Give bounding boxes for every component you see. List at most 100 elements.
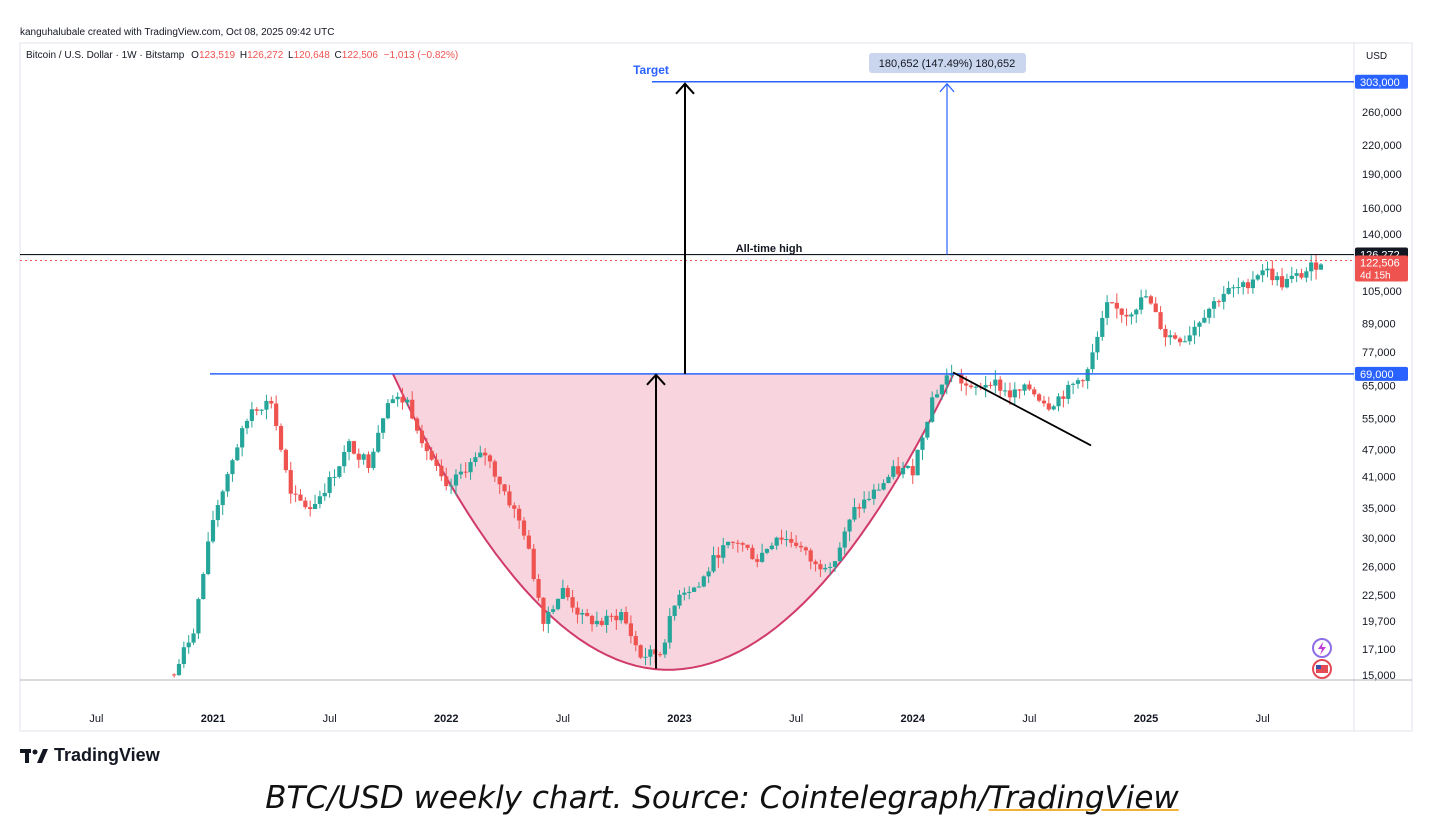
candle-body bbox=[760, 552, 765, 562]
y-tick-label: 65,000 bbox=[1362, 381, 1396, 393]
candle-body bbox=[283, 449, 288, 471]
candle-body bbox=[1309, 262, 1314, 272]
candle-body bbox=[1202, 317, 1207, 323]
candle-body bbox=[755, 559, 760, 562]
caption: BTC/USD weekly chart. Source: Cointelegr… bbox=[0, 780, 1444, 816]
low-value: 120,648 bbox=[293, 50, 330, 61]
candle-body bbox=[701, 576, 706, 587]
caption-source-link[interactable]: TradingView bbox=[988, 780, 1179, 816]
candle-body bbox=[351, 441, 357, 454]
tradingview-logo[interactable]: TradingView bbox=[20, 745, 160, 766]
candle-body bbox=[390, 399, 395, 404]
candle-body bbox=[492, 461, 497, 477]
change-value: −1,013 (−0.82%) bbox=[383, 50, 459, 61]
us-flag-icon-canton bbox=[1316, 665, 1321, 669]
candle-body bbox=[687, 591, 692, 593]
candle-body bbox=[706, 571, 711, 577]
creator-line: kanguhalubale created with TradingView.c… bbox=[20, 27, 335, 38]
candle-body bbox=[696, 586, 702, 588]
candle-body bbox=[934, 394, 940, 398]
candle-body bbox=[405, 399, 410, 403]
measure-text: 180,652 (147.49%) 180,652 bbox=[879, 58, 1015, 70]
candle-body bbox=[1211, 301, 1217, 309]
candle-body bbox=[414, 418, 420, 431]
candle-body bbox=[643, 656, 648, 658]
candle-body bbox=[361, 454, 366, 460]
candle-body bbox=[317, 496, 323, 504]
candle-body bbox=[1197, 322, 1202, 327]
candle-body bbox=[857, 507, 862, 509]
lightning-icon[interactable] bbox=[1312, 638, 1332, 658]
candle-body bbox=[201, 574, 206, 600]
candle-body bbox=[784, 539, 789, 541]
price-tag-303000-bg bbox=[1355, 74, 1408, 89]
candle-body bbox=[570, 597, 575, 608]
candle-body bbox=[342, 451, 347, 467]
candle-body bbox=[1163, 328, 1168, 338]
caption-text: BTC/USD weekly chart. Source: Cointelegr… bbox=[265, 780, 989, 816]
candle-body bbox=[988, 384, 993, 386]
candle-body bbox=[1012, 389, 1017, 398]
y-tick-label: 41,000 bbox=[1362, 472, 1396, 484]
price-tag-current-text: 122,506 bbox=[1360, 258, 1400, 270]
x-tick-label: Jul bbox=[89, 713, 103, 725]
candle-body bbox=[832, 561, 838, 567]
candle-body bbox=[896, 466, 901, 475]
candle-body bbox=[1318, 264, 1324, 270]
candle-body bbox=[794, 542, 799, 546]
price-tag-69000-text: 69,000 bbox=[1360, 369, 1394, 381]
candle-body bbox=[206, 541, 211, 575]
candle-body bbox=[910, 466, 915, 476]
candle-body bbox=[332, 476, 337, 478]
candle-body bbox=[1105, 302, 1110, 318]
candle-body bbox=[1139, 297, 1144, 310]
y-tick-label: 15,000 bbox=[1362, 670, 1396, 682]
us-flag-icon[interactable] bbox=[1312, 659, 1332, 679]
target-label: Target bbox=[633, 63, 669, 77]
candle-body bbox=[356, 453, 361, 460]
candle-body bbox=[1158, 312, 1163, 329]
candle-body bbox=[1226, 287, 1231, 294]
candle-body bbox=[580, 612, 585, 615]
x-tick-label: 2023 bbox=[667, 713, 691, 725]
candle-body bbox=[410, 399, 415, 419]
y-tick-label: 140,000 bbox=[1362, 229, 1402, 241]
candle-body bbox=[691, 587, 697, 592]
symbol-info: Bitcoin / U.S. Dollar · 1W · Bitstamp O1… bbox=[26, 50, 458, 61]
y-tick-label: 19,700 bbox=[1362, 616, 1396, 628]
candle-body bbox=[1265, 268, 1270, 271]
measure-arrowhead bbox=[939, 82, 955, 93]
x-tick-label: 2021 bbox=[201, 713, 225, 725]
candle-body bbox=[730, 541, 736, 543]
projection-arrowhead bbox=[675, 82, 695, 95]
candle-body bbox=[837, 547, 842, 562]
candle-body bbox=[964, 383, 969, 386]
candle-body bbox=[1260, 270, 1265, 276]
candle-body bbox=[1066, 384, 1071, 399]
candle-body bbox=[886, 476, 891, 484]
currency-label[interactable]: USD bbox=[1366, 51, 1388, 62]
candle-body bbox=[400, 396, 405, 403]
candle-body bbox=[429, 451, 434, 460]
candle-body bbox=[813, 561, 818, 565]
candle-body bbox=[1046, 403, 1051, 410]
candle-body bbox=[1027, 384, 1032, 390]
candle-body bbox=[677, 594, 682, 606]
candle-body bbox=[745, 544, 750, 548]
candle-body bbox=[487, 455, 493, 462]
candle-body bbox=[560, 587, 565, 599]
symbol-name[interactable]: Bitcoin / U.S. Dollar · 1W · Bitstamp bbox=[26, 50, 185, 61]
candle-body bbox=[565, 587, 570, 598]
y-tick-label: 220,000 bbox=[1362, 140, 1402, 152]
candle-body bbox=[1022, 384, 1027, 391]
candle-body bbox=[735, 542, 740, 544]
candle-body bbox=[764, 549, 770, 553]
candle-body bbox=[1100, 317, 1105, 337]
candle-body bbox=[293, 493, 298, 495]
candle-body bbox=[740, 543, 745, 545]
candle-body bbox=[1119, 308, 1124, 315]
tradingview-logo-icon bbox=[20, 748, 48, 763]
price-tag-303000-text: 303,000 bbox=[1360, 77, 1400, 89]
x-tick-label: Jul bbox=[789, 713, 803, 725]
